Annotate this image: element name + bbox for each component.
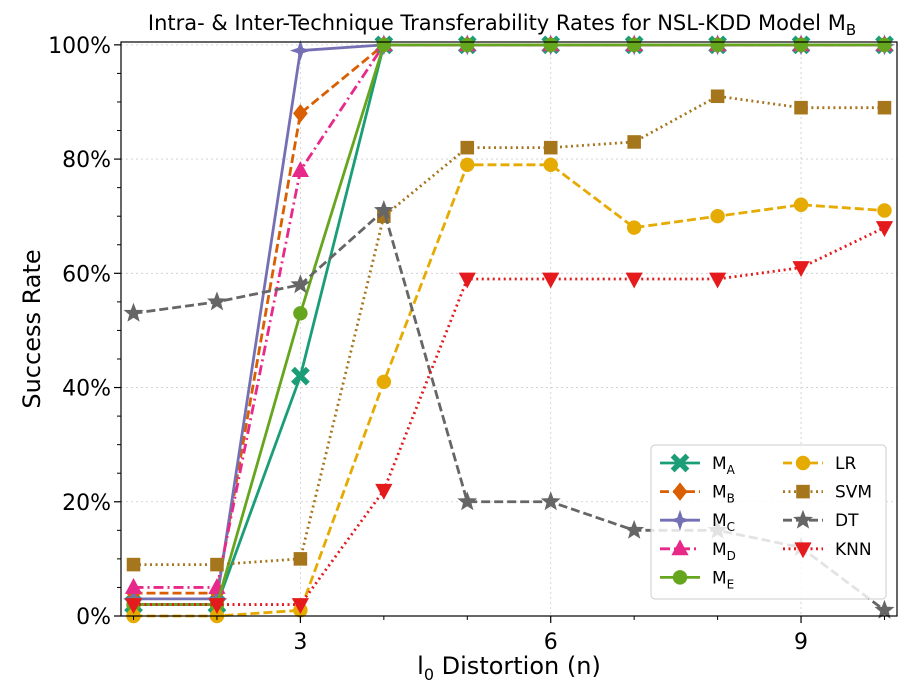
data-point-5-8 xyxy=(793,197,809,212)
data-point-4-4 xyxy=(460,37,475,53)
x-axis-label: l0 Distortion (n) xyxy=(417,652,601,684)
data-point-7-0 xyxy=(123,302,144,322)
data-point-6-1 xyxy=(210,557,224,572)
data-point-7-6 xyxy=(624,519,645,539)
data-point-4-9 xyxy=(877,37,892,53)
series-line-7 xyxy=(133,209,886,612)
data-point-6-7 xyxy=(710,89,725,104)
data-point-4-2 xyxy=(293,306,308,321)
data-point-5-4 xyxy=(460,157,475,173)
data-point-3-2 xyxy=(291,161,309,177)
legend: MA MB MC MD ME LR SVM DT KNN xyxy=(650,444,887,600)
legend-marker-1 xyxy=(672,482,688,501)
legend-entry-7: DT xyxy=(783,509,859,531)
legend-entry-0: MA xyxy=(660,453,736,477)
data-point-5-7 xyxy=(710,208,725,224)
legend-label-7: DT xyxy=(835,511,859,531)
data-point-8-5 xyxy=(542,272,560,289)
legend-entry-3: MD xyxy=(660,539,736,563)
y-tick-label-1: 20% xyxy=(62,491,111,516)
legend-entry-8: KNN xyxy=(783,540,872,560)
data-point-4-7 xyxy=(710,37,725,53)
legend-box xyxy=(650,444,887,600)
legend-label-1: MB xyxy=(712,483,735,506)
data-point-5-9 xyxy=(877,203,892,218)
data-point-5-6 xyxy=(626,220,642,235)
data-point-8-0 xyxy=(124,598,143,615)
legend-entry-6: SVM xyxy=(783,483,872,503)
data-point-6-8 xyxy=(794,100,808,115)
data-point-8-3 xyxy=(375,483,393,500)
data-point-8-4 xyxy=(458,272,476,289)
y-tick-label-0: 0% xyxy=(76,605,111,630)
data-point-3-0 xyxy=(124,578,143,594)
data-point-7-4 xyxy=(457,491,478,511)
data-point-8-6 xyxy=(625,272,643,289)
y-tick-label-5: 100% xyxy=(48,34,111,59)
y-tick-label-4: 80% xyxy=(62,148,111,173)
data-point-8-1 xyxy=(208,598,226,615)
data-point-7-3 xyxy=(373,200,394,219)
data-point-6-0 xyxy=(126,557,141,572)
data-point-6-4 xyxy=(460,140,475,155)
legend-label-3: MD xyxy=(712,540,736,563)
data-point-5-3 xyxy=(376,374,392,390)
legend-marker-5 xyxy=(795,455,811,471)
legend-entry-1: MB xyxy=(660,482,735,506)
data-point-0-2 xyxy=(291,366,310,386)
legend-label-6: SVM xyxy=(835,483,872,503)
chart-title: Intra- & Inter-Technique Transferability… xyxy=(148,11,856,39)
data-point-5-5 xyxy=(543,157,558,173)
x-tick-label-0: 3 xyxy=(293,630,307,655)
legend-marker-8 xyxy=(794,542,812,559)
data-point-2-2 xyxy=(289,39,312,62)
legend-label-8: KNN xyxy=(835,540,872,560)
data-point-8-8 xyxy=(792,261,810,278)
y-axis: 0% 20% 40% 60% 80% 100% xyxy=(48,34,121,630)
data-point-8-9 xyxy=(875,221,894,238)
data-point-6-5 xyxy=(543,140,558,155)
data-point-8-2 xyxy=(291,598,309,615)
legend-entry-5: LR xyxy=(783,454,856,474)
series-line-5 xyxy=(133,163,885,618)
y-tick-label-3: 60% xyxy=(62,262,111,287)
series-7 xyxy=(123,200,895,619)
legend-marker-3 xyxy=(671,539,689,556)
data-point-6-2 xyxy=(293,552,308,566)
legend-marker-7 xyxy=(793,509,813,529)
legend-entry-4: ME xyxy=(660,568,734,591)
legend-label-4: ME xyxy=(712,568,734,591)
data-point-7-2 xyxy=(290,274,311,294)
legend-marker-6 xyxy=(796,484,810,499)
legend-marker-0 xyxy=(670,453,690,473)
legend-label-0: MA xyxy=(712,454,736,477)
data-point-1-2 xyxy=(293,104,308,123)
legend-marker-2 xyxy=(669,509,691,531)
legend-label-5: LR xyxy=(835,454,856,474)
data-point-4-6 xyxy=(626,37,642,53)
data-point-8-7 xyxy=(709,272,727,289)
series-8 xyxy=(124,221,894,615)
data-point-4-5 xyxy=(543,37,558,53)
data-point-6-6 xyxy=(627,135,641,149)
data-point-7-1 xyxy=(206,291,227,311)
data-point-6-9 xyxy=(877,100,892,115)
data-point-7-9 xyxy=(874,599,895,619)
legend-label-2: MC xyxy=(712,511,735,534)
y-tick-label-2: 40% xyxy=(62,377,111,402)
x-tick-label-2: 9 xyxy=(794,630,808,655)
data-point-4-8 xyxy=(793,37,809,53)
data-point-7-5 xyxy=(540,491,561,511)
series-line-4 xyxy=(133,43,885,606)
x-axis: 3 6 9 xyxy=(133,616,885,655)
legend-entry-2: MC xyxy=(660,509,735,534)
x-tick-label-1: 6 xyxy=(544,630,558,655)
data-point-4-3 xyxy=(376,37,392,53)
plot-frame xyxy=(120,41,898,617)
legend-marker-4 xyxy=(672,570,688,585)
y-axis-label: Success Rate xyxy=(18,249,46,408)
